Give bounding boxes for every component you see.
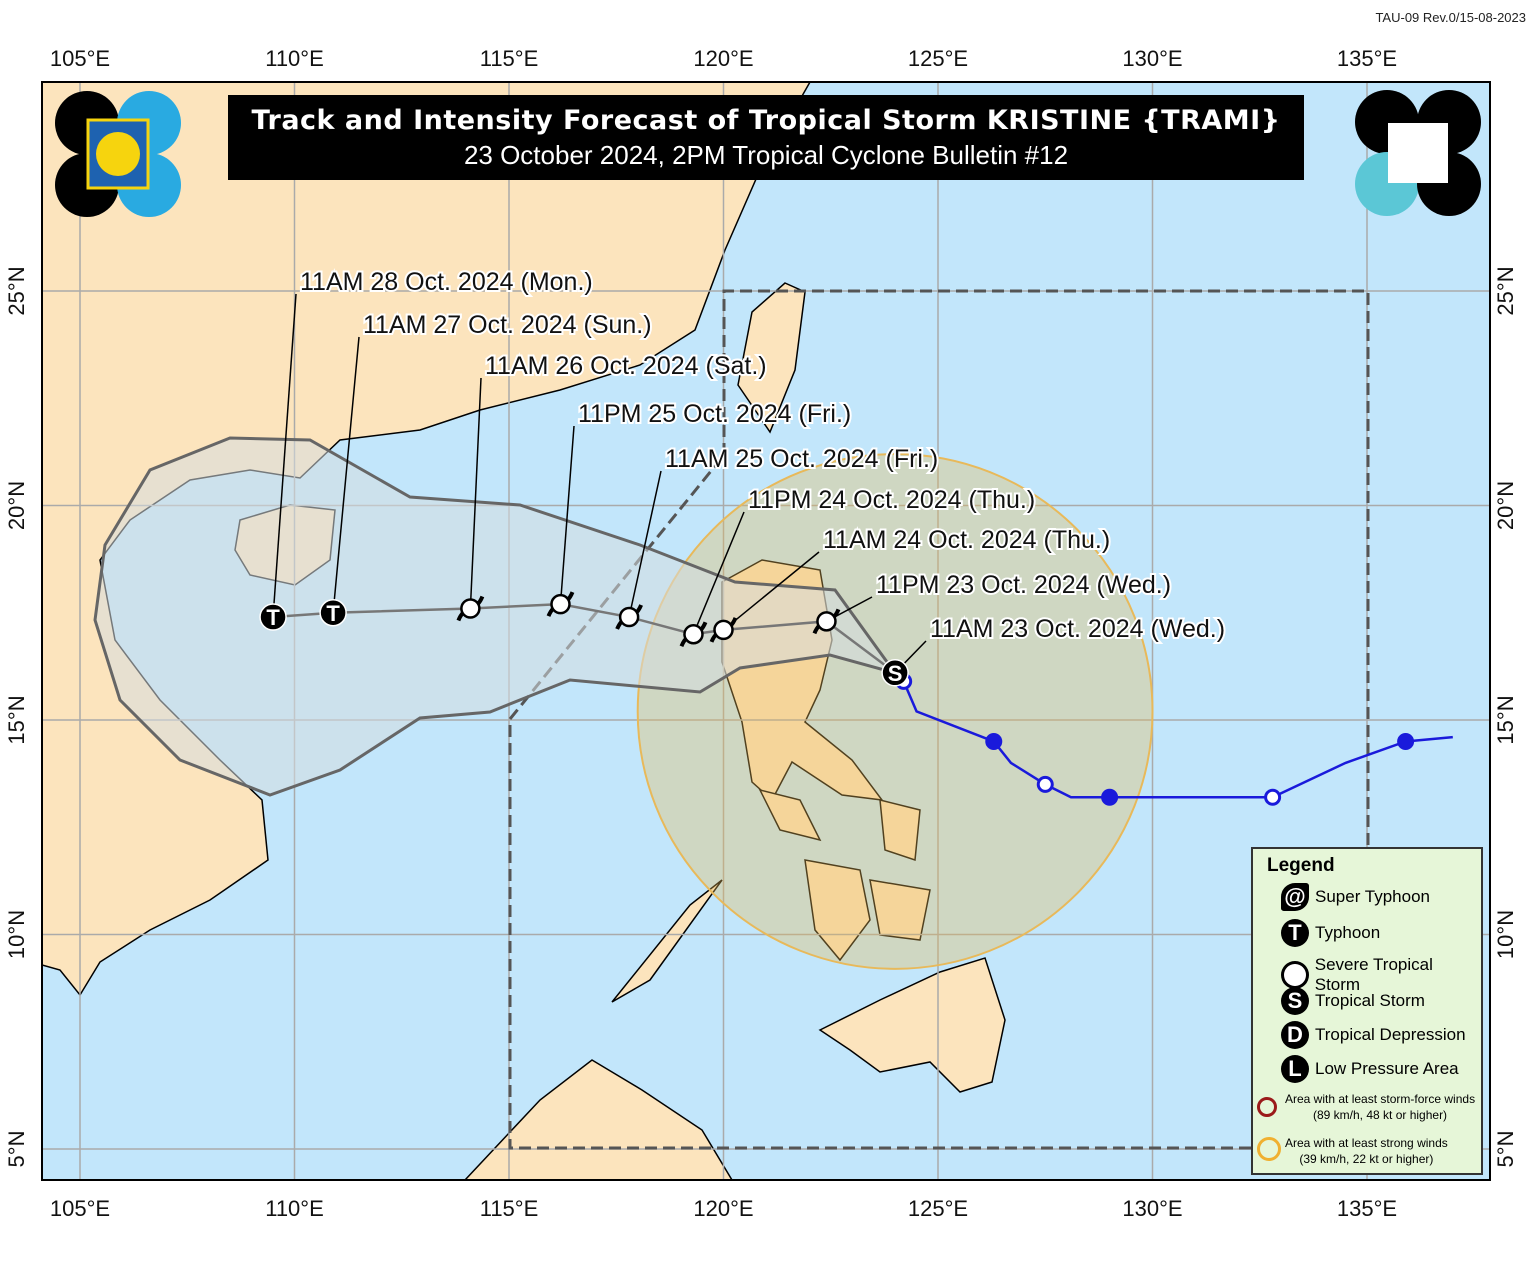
legend-item: S Tropical Storm [1281,987,1425,1015]
past-track-point-open [1264,788,1282,806]
past-track-point-filled [985,732,1003,750]
lon-tick-label: 115°E [480,1196,539,1221]
lon-tick-label: 110°E [265,1196,324,1221]
map-layer: S 11AM 23 Oct. 2024 (Wed.) 11PM 23 Oct. 20… [42,82,1490,1180]
leader-line [332,336,360,613]
past-track-line [902,680,1453,799]
legend: Legend @ Super Typhoon T Typhoon Severe Tr… [1251,847,1483,1175]
typhoon-icon: T [1281,919,1309,947]
severe-tropical-storm-icon [1281,961,1309,989]
severe-tropical-storm-icon [713,619,734,641]
storm-category-letter: T [266,605,280,630]
severe-tropical-storm-icon [460,598,481,619]
forecast-label: 11AM 25 Oct. 2024 (Fri.) [665,445,938,473]
visayas-3 [758,788,822,842]
palawan [611,879,723,1003]
low-pressure-area-icon: L [1281,1055,1309,1083]
lat-tick-label: 10°N [1493,910,1518,959]
super-typhoon-icon: @ [1281,883,1309,911]
leader-line [628,470,662,618]
lon-tick-label: 120°E [693,1196,753,1221]
tropical-depression-icon: D [1281,1021,1309,1049]
lat-tick-label: 25°N [4,266,29,315]
lon-tick-label: 115°E [480,46,539,71]
forecast-label: 11AM 24 Oct. 2024 (Thu.) [823,526,1110,554]
storm-force-ring-icon [1257,1097,1277,1117]
storm-category-letter: S [888,661,903,686]
visayas-2 [869,879,931,941]
severe-tropical-storm-icon [618,606,640,628]
lat-tick-label: 20°N [1493,481,1518,530]
tropical-storm-icon [881,659,909,687]
document-code: TAU-09 Rev.0/15-08-2023 [1375,10,1526,25]
lon-tick-label: 125°E [908,1196,968,1221]
forecast-cone [93,436,899,797]
past-track-point-open [1036,775,1054,793]
lon-tick-label: 125°E [908,46,968,71]
leader-line [559,425,575,605]
lat-tick-label: 5°N [4,1131,29,1168]
forecast-label: 11AM 26 Oct. 2024 (Sat.) [485,352,767,380]
lon-tick-label: 130°E [1122,1196,1182,1221]
samar [879,799,921,862]
lon-tick-label: 130°E [1122,46,1182,71]
forecast-label: 11PM 25 Oct. 2024 (Fri.) [578,400,851,428]
dost-logo-center [1388,123,1448,183]
leader-line [723,551,820,631]
borneo [463,1059,733,1180]
mindanao [818,957,1006,1093]
past-track-point-filled [1397,732,1415,750]
map-title: Track and Intensity Forecast of Tropical… [251,105,1281,136]
tropical-storm-icon: S [1281,987,1309,1015]
forecast-label: 11PM 23 Oct. 2024 (Wed.) [876,571,1171,599]
legend-item: @ Super Typhoon [1281,883,1430,911]
lat-tick-label: 20°N [4,481,29,530]
legend-item: Severe Tropical Storm [1281,955,1481,995]
severe-tropical-storm-icon [550,593,571,615]
past-track-point-filled [1101,788,1119,806]
legend-item: T Typhoon [1281,919,1380,947]
title-box: Track and Intensity Forecast of Tropical… [228,95,1304,180]
dost-logo [1355,90,1481,216]
lat-tick-label: 15°N [1493,695,1518,744]
lat-tick-label: 10°N [4,910,29,959]
legend-item: L Low Pressure Area [1281,1055,1459,1083]
lon-tick-label: 110°E [265,46,324,71]
forecast-label: 11AM 28 Oct. 2024 (Mon.) [300,268,593,296]
legend-item: D Tropical Depression [1281,1021,1466,1049]
forecast-label: 11AM 23 Oct. 2024 (Wed.) [930,615,1225,643]
legend-area-storm-force: Area with at least storm-force winds (89 … [1257,1091,1475,1123]
lon-tick-label: 105°E [50,1196,110,1221]
typhoon-icon [319,599,347,627]
lon-tick-label: 135°E [1337,46,1397,71]
leader-line [469,377,482,609]
forecast-label: 11PM 24 Oct. 2024 (Thu.) [748,486,1035,514]
map-frame [41,81,1491,1181]
lat-tick-label: 25°N [1493,266,1518,315]
lon-tick-label: 105°E [50,46,110,71]
leader-line [692,511,745,635]
strong-wind-area [636,453,1154,970]
strong-winds-ring-icon [1257,1137,1281,1161]
pagasa-logo [55,91,181,217]
forecast-label: 11AM 27 Oct. 2024 (Sun.) [363,311,652,339]
lon-tick-label: 120°E [693,46,753,71]
lat-tick-label: 15°N [4,695,29,744]
severe-tropical-storm-icon [683,623,704,645]
legend-area-strong-winds: Area with at least strong winds (39 km/h,… [1257,1135,1448,1167]
storm-category-letter: T [326,601,340,626]
pagasa-logo-sun [96,132,140,176]
legend-title: Legend [1267,855,1335,876]
typhoon-icon [259,603,287,631]
leader-line [272,293,297,618]
map-subtitle: 23 October 2024, 2PM Tropical Cyclone Bu… [463,140,1069,170]
severe-tropical-storm-icon [816,611,837,632]
lon-tick-label: 135°E [1337,1196,1397,1221]
lat-tick-label: 5°N [1493,1131,1518,1168]
